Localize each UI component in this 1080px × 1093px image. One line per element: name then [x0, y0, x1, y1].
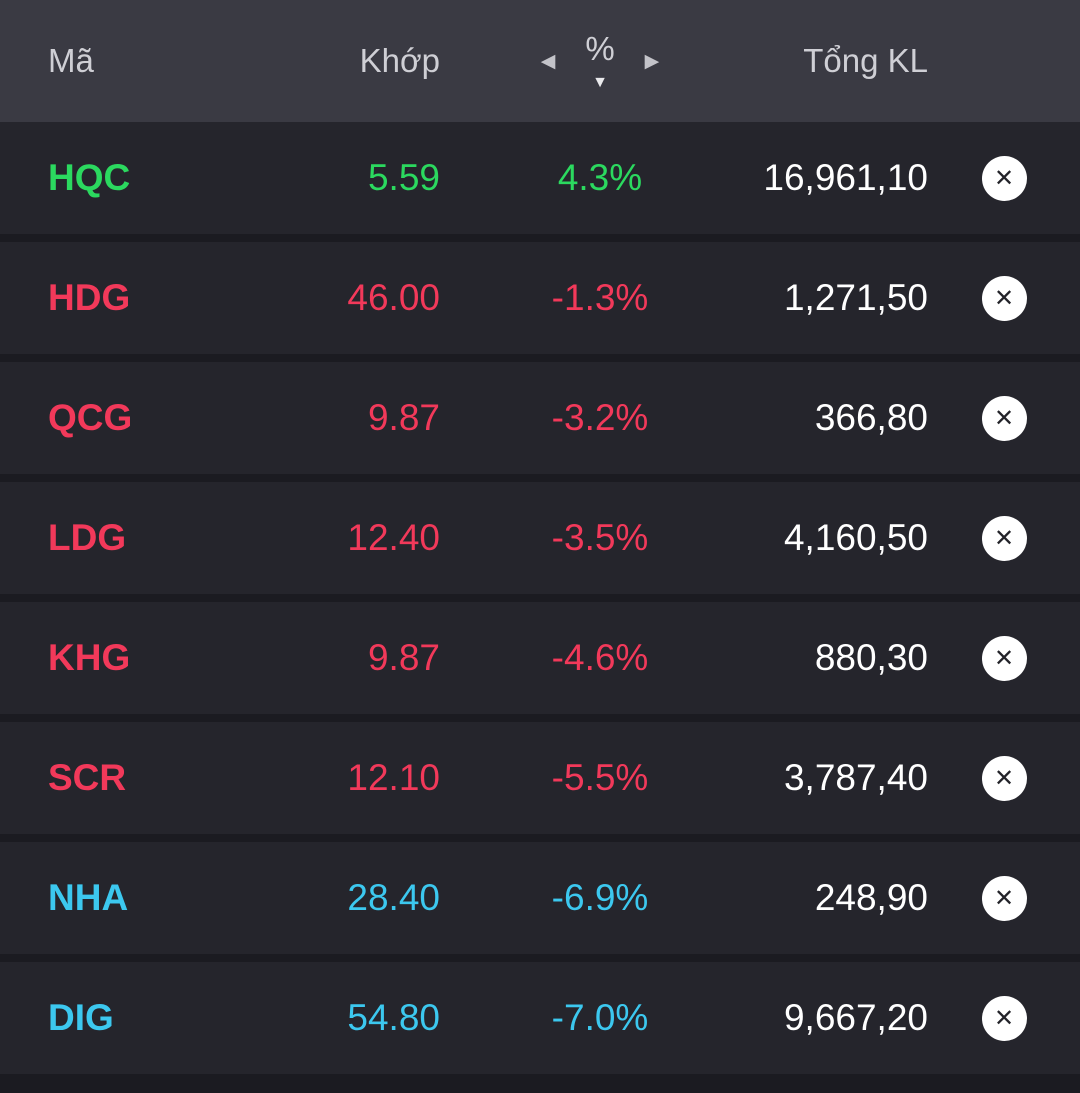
- stock-symbol[interactable]: NHA: [48, 877, 129, 918]
- remove-stock-button[interactable]: ✕: [981, 755, 1027, 801]
- remove-stock-button[interactable]: ✕: [981, 635, 1027, 681]
- stock-symbol[interactable]: HQC: [48, 157, 131, 198]
- stock-total-volume: 1,271,50: [783, 277, 928, 318]
- prev-column-icon[interactable]: ◀: [540, 50, 556, 72]
- stock-total-volume: 9,667,20: [783, 997, 928, 1038]
- stock-total-volume: 880,30: [814, 637, 928, 678]
- close-icon: ✕: [993, 644, 1015, 672]
- stock-matched-price: 46.00: [347, 277, 440, 318]
- column-header-total-volume[interactable]: Tổng KL: [803, 42, 928, 79]
- stock-total-volume: 248,90: [814, 877, 928, 918]
- column-header-price[interactable]: Khớp: [359, 42, 440, 79]
- remove-stock-cell: ✕: [928, 155, 1080, 201]
- stock-symbol[interactable]: HDG: [48, 277, 131, 318]
- stock-symbol[interactable]: KHG: [48, 637, 131, 678]
- stock-percent-change: -4.6%: [551, 637, 649, 678]
- column-header-symbol[interactable]: Mã: [48, 42, 94, 79]
- stock-percent-change: -7.0%: [551, 997, 649, 1038]
- percent-header-label: %: [585, 30, 615, 67]
- remove-stock-button[interactable]: ✕: [981, 395, 1027, 441]
- stock-matched-price: 5.59: [367, 157, 440, 198]
- stock-symbol[interactable]: LDG: [48, 517, 127, 558]
- stock-row[interactable]: SCR 12.10 -5.5% 3,787,40 ✕: [0, 722, 1080, 834]
- close-icon: ✕: [993, 764, 1015, 792]
- remove-stock-button[interactable]: ✕: [981, 875, 1027, 921]
- close-icon: ✕: [993, 524, 1015, 552]
- remove-stock-cell: ✕: [928, 995, 1080, 1041]
- remove-stock-cell: ✕: [928, 275, 1080, 321]
- remove-stock-cell: ✕: [928, 755, 1080, 801]
- stock-row[interactable]: KHG 9.87 -4.6% 880,30 ✕: [0, 602, 1080, 714]
- stock-matched-price: 9.87: [367, 637, 440, 678]
- close-icon: ✕: [993, 1004, 1015, 1032]
- remove-stock-cell: ✕: [928, 875, 1080, 921]
- stock-row[interactable]: HQC 5.59 4.3% 16,961,10 ✕: [0, 122, 1080, 234]
- stock-total-volume: 3,787,40: [783, 757, 928, 798]
- stock-row[interactable]: NHA 28.40 -6.9% 248,90 ✕: [0, 842, 1080, 954]
- remove-stock-cell: ✕: [928, 635, 1080, 681]
- stock-matched-price: 9.87: [367, 397, 440, 438]
- stock-row[interactable]: LDG 12.40 -3.5% 4,160,50 ✕: [0, 482, 1080, 594]
- stock-percent-change: -3.5%: [551, 517, 649, 558]
- remove-stock-button[interactable]: ✕: [981, 995, 1027, 1041]
- stock-symbol[interactable]: DIG: [48, 997, 114, 1038]
- next-column-icon[interactable]: ▶: [644, 50, 660, 72]
- close-icon: ✕: [993, 284, 1015, 312]
- stock-percent-change: -5.5%: [551, 757, 649, 798]
- stock-row[interactable]: QCG 9.87 -3.2% 366,80 ✕: [0, 362, 1080, 474]
- watchlist-header: Mã Khớp ◀ % ▼ ▶ Tổng KL: [0, 0, 1080, 122]
- stock-symbol[interactable]: QCG: [48, 397, 133, 438]
- stock-percent-change: -1.3%: [551, 277, 649, 318]
- stock-matched-price: 12.10: [347, 757, 440, 798]
- stock-matched-price: 54.80: [347, 997, 440, 1038]
- stock-percent-change: -6.9%: [551, 877, 649, 918]
- stock-symbol[interactable]: SCR: [48, 757, 127, 798]
- stock-percent-change: -3.2%: [551, 397, 649, 438]
- close-icon: ✕: [993, 884, 1015, 912]
- close-icon: ✕: [993, 404, 1015, 432]
- remove-stock-button[interactable]: ✕: [981, 155, 1027, 201]
- stock-matched-price: 28.40: [347, 877, 440, 918]
- watchlist-rows: HQC 5.59 4.3% 16,961,10 ✕ HDG 46.00 -1.3…: [0, 122, 1080, 1074]
- stock-row[interactable]: DIG 54.80 -7.0% 9,667,20 ✕: [0, 962, 1080, 1074]
- close-icon: ✕: [993, 164, 1015, 192]
- stock-row[interactable]: HDG 46.00 -1.3% 1,271,50 ✕: [0, 242, 1080, 354]
- stock-matched-price: 12.40: [347, 517, 440, 558]
- column-header-percent-group: ◀ % ▼ ▶: [440, 30, 760, 92]
- column-header-percent[interactable]: % ▼: [585, 30, 614, 92]
- remove-stock-cell: ✕: [928, 395, 1080, 441]
- stock-total-volume: 366,80: [814, 397, 928, 438]
- remove-stock-cell: ✕: [928, 515, 1080, 561]
- stock-percent-change: 4.3%: [557, 157, 643, 198]
- remove-stock-button[interactable]: ✕: [981, 275, 1027, 321]
- stock-total-volume: 4,160,50: [783, 517, 928, 558]
- remove-stock-button[interactable]: ✕: [981, 515, 1027, 561]
- stock-total-volume: 16,961,10: [763, 157, 928, 198]
- sort-desc-icon: ▼: [592, 74, 608, 91]
